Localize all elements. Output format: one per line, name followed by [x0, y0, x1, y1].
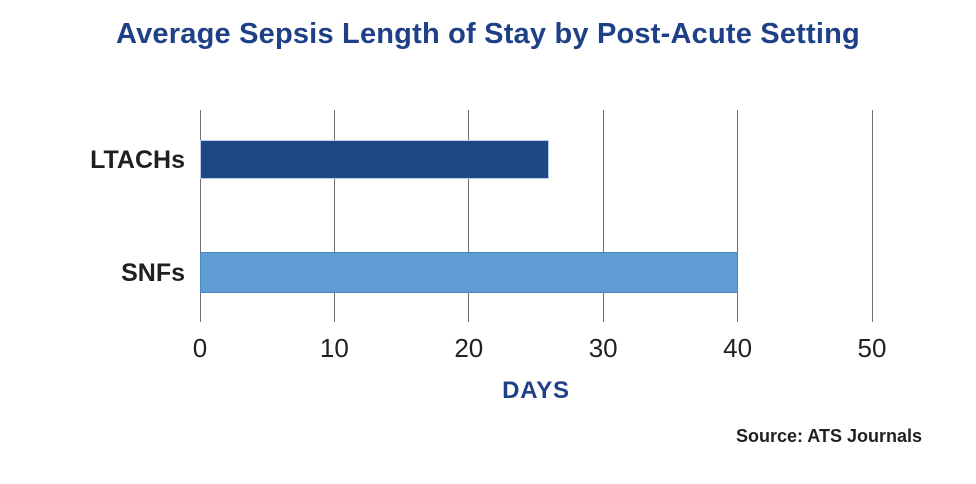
bar-ltachs [200, 140, 550, 179]
x-axis-ticks: 0 10 20 30 40 50 [193, 333, 887, 363]
plot-area [199, 110, 873, 322]
gridline [333, 110, 335, 322]
gridline [737, 110, 739, 322]
x-tick-label: 0 [192, 333, 208, 363]
x-tick-label: 30 [588, 333, 618, 363]
x-tick-label: 10 [319, 333, 349, 363]
gridline [871, 110, 873, 322]
x-tick-label: 20 [454, 333, 484, 363]
gridline [199, 110, 201, 322]
gridline [602, 110, 604, 322]
bar-snfs [200, 252, 738, 293]
category-label-ltachs: LTACHs [90, 145, 185, 174]
category-label-snfs: SNFs [121, 258, 185, 287]
source-credit: Source: ATS Journals [735, 426, 922, 446]
x-tick-label: 50 [857, 333, 887, 363]
chart-title: Average Sepsis Length of Stay by Post-Ac… [116, 18, 860, 50]
x-axis-title: DAYS [502, 377, 570, 404]
category-labels: LTACHs SNFs [0, 110, 186, 322]
x-tick-label: 40 [723, 333, 753, 363]
gridline [468, 110, 470, 322]
